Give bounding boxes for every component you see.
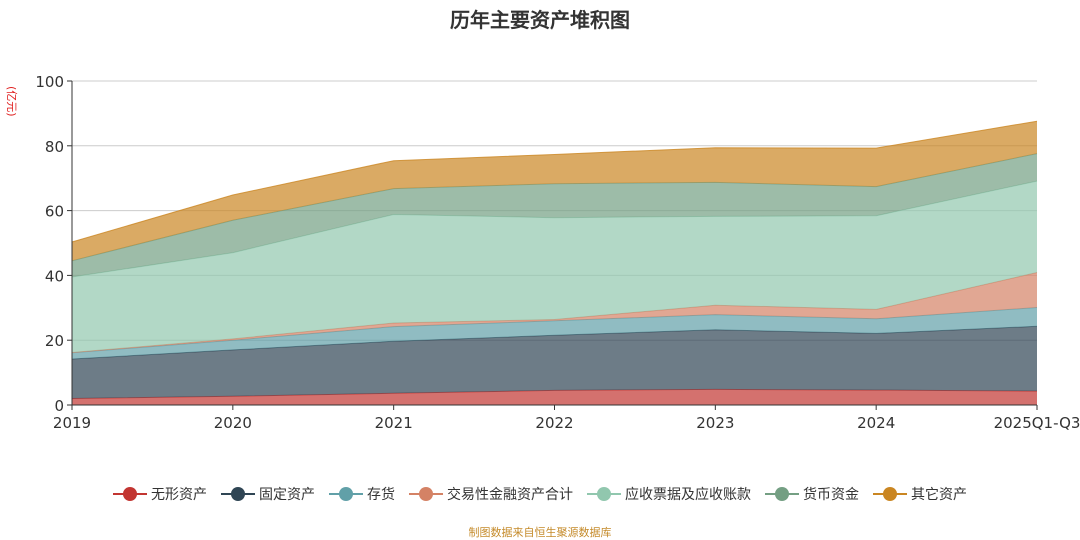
area-货币资金 <box>72 153 1037 277</box>
legend-label: 无形资产 <box>151 487 207 503</box>
x-tick-label: 2024 <box>857 414 895 432</box>
legend-marker-icon <box>873 487 907 501</box>
x-tick-label: 2020 <box>214 414 252 432</box>
area-应收票据及应收账款 <box>72 181 1037 353</box>
y-tick-label: 0 <box>54 397 64 415</box>
area-交易性金融资产合计 <box>72 272 1037 353</box>
x-tick-label: 2021 <box>375 414 413 432</box>
legend-label: 交易性金融资产合计 <box>447 487 573 503</box>
x-tick-label: 2019 <box>53 414 91 432</box>
legend-item[interactable]: 无形资产 <box>113 484 207 504</box>
legend-label: 存货 <box>367 487 395 503</box>
x-tick-label: 2022 <box>535 414 573 432</box>
y-tick-label: 20 <box>45 332 64 350</box>
legend-item[interactable]: 交易性金融资产合计 <box>409 484 573 504</box>
legend-marker-icon <box>329 487 363 501</box>
area-其它资产 <box>72 121 1037 261</box>
legend-item[interactable]: 货币资金 <box>765 484 859 504</box>
y-tick-label: 40 <box>45 267 64 285</box>
legend-label: 货币资金 <box>803 487 859 503</box>
legend: 无形资产 固定资产 存货 交易性金融资产合计 应收票据及应收账款 货币资金 其它资产 <box>0 484 1080 504</box>
y-tick-label: 80 <box>45 138 64 156</box>
legend-item[interactable]: 其它资产 <box>873 484 967 504</box>
legend-item[interactable]: 应收票据及应收账款 <box>587 484 751 504</box>
legend-marker-icon <box>221 487 255 501</box>
y-tick-label: 60 <box>45 203 64 221</box>
legend-item[interactable]: 固定资产 <box>221 484 315 504</box>
x-tick-label: 2025Q1-Q3 <box>994 414 1080 432</box>
legend-label: 固定资产 <box>259 487 315 503</box>
area-存货 <box>72 307 1037 359</box>
legend-item[interactable]: 存货 <box>329 484 395 504</box>
area-无形资产 <box>72 389 1037 405</box>
chart-title: 历年主要资产堆积图 <box>450 8 630 32</box>
y-tick-label: 100 <box>35 73 64 91</box>
legend-marker-icon <box>765 487 799 501</box>
area-固定资产 <box>72 326 1037 399</box>
series-line-其它资产 <box>71 120 1038 243</box>
legend-marker-icon <box>587 487 621 501</box>
data-source-note: 制图数据来自恒生聚源数据库 <box>468 526 612 539</box>
legend-marker-icon <box>409 487 443 501</box>
legend-label: 应收票据及应收账款 <box>625 487 751 503</box>
legend-label: 其它资产 <box>911 487 967 503</box>
x-tick-label: 2023 <box>696 414 734 432</box>
stacked-area-chart: 0 20 40 60 80 100 2019 2020 2021 2022 2023 2024 2025… <box>35 73 1080 432</box>
legend-marker-icon <box>113 487 147 501</box>
